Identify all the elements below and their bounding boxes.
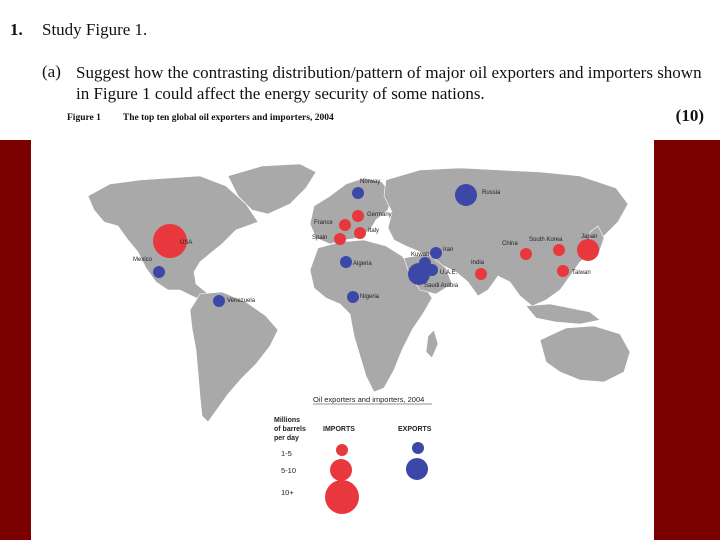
exporter-marker-venezuela bbox=[213, 295, 225, 307]
importer-marker-germany bbox=[352, 210, 364, 222]
question-part-label: (a) bbox=[42, 62, 61, 81]
exporter-label-iran: Iran bbox=[443, 247, 453, 253]
australia bbox=[539, 325, 631, 383]
importer-label-south-korea: South Korea bbox=[529, 237, 563, 243]
exporter-label-nigeria: Nigeria bbox=[360, 294, 380, 300]
exporter-marker-algeria bbox=[340, 256, 352, 268]
importer-marker-india bbox=[475, 268, 487, 280]
map-legend: Oil exporters and importers, 2004 Millio… bbox=[274, 395, 432, 514]
oil-trade-markers: Norway Russia Mexico Algeria Iran Kuwait U.A.E… bbox=[133, 179, 599, 307]
exporter-label-norway: Norway bbox=[360, 179, 380, 185]
figure-title: The top ten global oil exporters and imp… bbox=[122, 113, 334, 123]
exporter-marker-nigeria bbox=[347, 291, 359, 303]
legend-imports-heading: IMPORTS bbox=[323, 426, 355, 433]
exporter-marker-saudi-arabia bbox=[408, 263, 430, 285]
importer-marker-italy bbox=[354, 227, 366, 239]
importer-marker-taiwan bbox=[557, 265, 569, 277]
legend-band-1: 1-5 bbox=[281, 449, 292, 458]
importer-marker-spain bbox=[334, 233, 346, 245]
importer-label-spain: Spain bbox=[312, 235, 327, 241]
importer-label-japan: Japan bbox=[581, 234, 597, 240]
world-map-svg: Norway Russia Mexico Algeria Iran Kuwait U.A.E… bbox=[87, 163, 631, 514]
legend-unit-line2: of barrels bbox=[274, 426, 306, 433]
legend-title: Oil exporters and importers, 2004 bbox=[313, 395, 424, 404]
importer-marker-south-korea bbox=[553, 244, 565, 256]
importer-label-germany: Germany bbox=[367, 212, 392, 218]
exporter-label-venezuela: Venezuela bbox=[227, 298, 256, 304]
question-text: Suggest how the contrasting distribution… bbox=[76, 63, 702, 103]
legend-import-circle-small bbox=[336, 444, 348, 456]
left-color-band bbox=[0, 140, 31, 540]
legend-import-circle-medium bbox=[330, 459, 352, 481]
legend-export-circle-small bbox=[412, 442, 424, 454]
europe bbox=[309, 177, 393, 245]
south-america bbox=[189, 291, 279, 423]
question-title: Study Figure 1. bbox=[42, 20, 148, 39]
legend-export-circle-medium bbox=[406, 458, 428, 480]
legend-exports-heading: EXPORTS bbox=[398, 426, 432, 433]
legend-import-circle-large bbox=[325, 480, 359, 514]
legend-band-2: 5-10 bbox=[281, 466, 296, 475]
exporter-label-u-a-e: U.A.E. bbox=[440, 270, 458, 276]
question-number: 1. bbox=[10, 20, 23, 39]
africa bbox=[309, 239, 433, 393]
importer-marker-japan bbox=[577, 239, 599, 261]
madagascar bbox=[425, 329, 439, 359]
indonesia bbox=[525, 303, 601, 325]
legend-band-3: 10+ bbox=[281, 488, 294, 497]
exporter-marker-russia bbox=[455, 184, 477, 206]
importer-label-usa: USA bbox=[180, 240, 192, 246]
importer-marker-china bbox=[520, 248, 532, 260]
exporter-marker-norway bbox=[352, 187, 364, 199]
importer-label-india: India bbox=[471, 260, 485, 266]
world-map-figure: Norway Russia Mexico Algeria Iran Kuwait U.A.E… bbox=[31, 140, 654, 540]
exporter-label-algeria: Algeria bbox=[353, 261, 372, 267]
legend-unit-line1: Millions bbox=[274, 417, 300, 424]
figure-label: Figure 1 bbox=[67, 113, 101, 123]
importer-label-italy: Italy bbox=[368, 228, 379, 234]
question-marks: (10) bbox=[675, 106, 704, 125]
figure-caption: Figure 1 The top ten global oil exporters… bbox=[67, 113, 334, 123]
exporter-marker-mexico bbox=[153, 266, 165, 278]
exporter-label-kuwait: Kuwait bbox=[411, 252, 429, 258]
exporter-label-mexico: Mexico bbox=[133, 257, 153, 263]
importer-marker-usa bbox=[153, 224, 187, 258]
exporter-label-russia: Russia bbox=[482, 190, 501, 196]
exporter-label-saudi-arabia: Saudi Arabia bbox=[424, 283, 459, 289]
importer-label-china: China bbox=[502, 241, 518, 247]
exporter-marker-iran bbox=[430, 247, 442, 259]
importer-marker-france bbox=[339, 219, 351, 231]
importer-label-taiwan: Taiwan bbox=[572, 270, 591, 276]
importer-label-france: France bbox=[314, 220, 333, 226]
legend-unit-line3: per day bbox=[274, 435, 299, 442]
right-color-band bbox=[654, 140, 720, 540]
land-masses bbox=[87, 163, 631, 423]
